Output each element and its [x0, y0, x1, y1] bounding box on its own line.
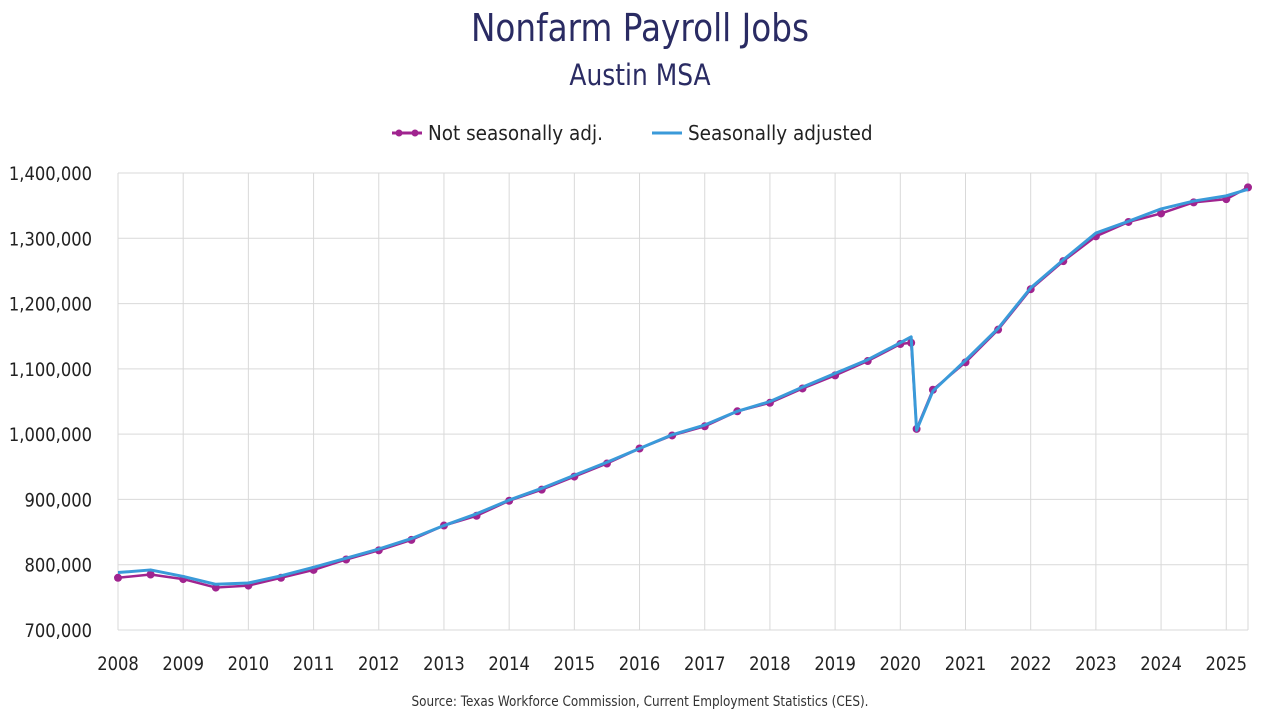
y-tick-label: 1,000,000: [9, 425, 92, 446]
legend-swatch-not-seasonally-adjusted: [391, 129, 422, 137]
y-tick-label: 800,000: [24, 556, 92, 577]
x-tick-label: 2025: [1205, 654, 1247, 675]
x-tick-label: 2009: [162, 654, 204, 675]
chart-subtitle: Austin MSA: [569, 58, 711, 92]
legend-swatch-seasonally-adjusted: [651, 131, 682, 135]
x-tick-label: 2020: [880, 654, 922, 675]
x-tick-label: 2017: [684, 654, 726, 675]
x-tick-label: 2024: [1140, 654, 1182, 675]
series-line-seasonally-adjusted: [117, 187, 1249, 586]
x-tick-label: 2019: [814, 654, 856, 675]
x-tick-label: 2023: [1075, 654, 1117, 675]
x-tick-label: 2010: [228, 654, 270, 675]
x-tick-label: 2018: [749, 654, 791, 675]
y-tick-label: 1,300,000: [9, 229, 92, 250]
x-tick-label: 2021: [945, 654, 987, 675]
data-point-not-seasonally-adjusted: [114, 573, 122, 582]
chart-legend: Not seasonally adj. Seasonally adjusted: [0, 121, 1280, 145]
x-tick-label: 2015: [554, 654, 596, 675]
source-note: Source: Texas Workforce Commission, Curr…: [411, 694, 869, 710]
legend-item-seasonally-adjusted: Seasonally adjusted: [651, 121, 889, 145]
data-point-not-seasonally-adjusted: [1157, 209, 1166, 218]
legend-label-seasonally-adjusted: Seasonally adjusted: [687, 121, 873, 145]
x-tick-label: 2014: [488, 654, 530, 675]
x-tick-label: 2011: [293, 654, 335, 675]
data-point-not-seasonally-adjusted: [146, 570, 155, 579]
y-tick-label: 1,400,000: [9, 164, 92, 185]
x-tick-label: 2008: [97, 654, 139, 675]
legend-label-not-seasonally-adjusted: Not seasonally adj.: [427, 121, 603, 145]
legend-item-not-seasonally-adjusted: Not seasonally adj.: [391, 121, 618, 145]
y-tick-label: 1,100,000: [9, 360, 92, 381]
y-tick-label: 1,200,000: [9, 294, 92, 315]
y-tick-label: 900,000: [24, 490, 92, 511]
x-tick-label: 2016: [619, 654, 661, 675]
x-tick-label: 2013: [423, 654, 465, 675]
x-tick-label: 2012: [358, 654, 400, 675]
x-tick-label: 2022: [1010, 654, 1052, 675]
chart-title: Nonfarm Payroll Jobs: [470, 6, 810, 50]
y-tick-label: 700,000: [24, 621, 92, 642]
